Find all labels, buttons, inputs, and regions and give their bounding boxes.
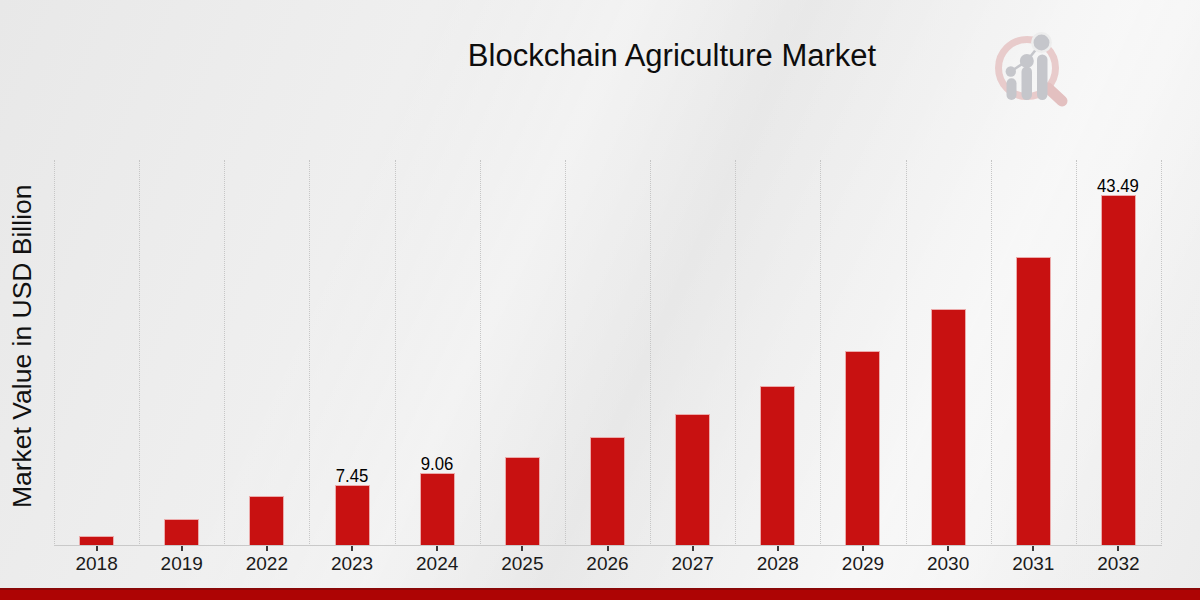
gridline (650, 160, 651, 546)
bar-2031 (1016, 257, 1051, 545)
x-tick-label-2023: 2023 (309, 553, 395, 576)
bar-2028 (760, 386, 795, 546)
gridline (309, 160, 310, 546)
gridline (54, 160, 55, 546)
x-tick (692, 546, 694, 551)
x-tick-label-2029: 2029 (820, 553, 906, 576)
gridline (139, 160, 140, 546)
x-tick (351, 546, 353, 551)
x-tick (947, 546, 949, 551)
bar-2029 (845, 351, 880, 546)
bar-2030 (931, 309, 966, 546)
chart-canvas: Blockchain Agriculture Market Market Val… (0, 0, 1200, 600)
bar-2032 (1101, 195, 1136, 545)
gridline (735, 160, 736, 546)
bar-2024 (420, 473, 455, 546)
bar-value-label-2032: 43.49 (1081, 176, 1157, 195)
x-tick (181, 546, 183, 551)
x-tick-label-2030: 2030 (905, 553, 991, 576)
x-tick (521, 546, 523, 551)
bar-2018 (79, 536, 114, 545)
plot-area: 2018201920222023 7.45 2024 9.06 202520262027… (54, 0, 1161, 600)
bar-2025 (505, 457, 540, 546)
gridline (820, 160, 821, 546)
x-tick (96, 546, 98, 551)
gridline (1161, 160, 1162, 546)
y-axis-label: Market Value in USD Billion (9, 176, 36, 516)
footer-bar (0, 588, 1200, 600)
gridline (395, 160, 396, 546)
bar-2023 (335, 485, 370, 545)
x-tick-label-2019: 2019 (139, 553, 225, 576)
x-tick (862, 546, 864, 551)
gridline (991, 160, 992, 546)
gridline (480, 160, 481, 546)
x-tick-label-2028: 2028 (735, 553, 821, 576)
x-tick (1117, 546, 1119, 551)
x-tick-label-2025: 2025 (479, 553, 565, 576)
bar-2026 (590, 437, 625, 545)
x-tick-label-2026: 2026 (565, 553, 651, 576)
gridline (1076, 160, 1077, 546)
gridline (565, 160, 566, 546)
x-tick-label-2032: 2032 (1075, 553, 1161, 576)
x-tick-label-2024: 2024 (394, 553, 480, 576)
bar-2022 (249, 496, 284, 545)
x-tick-label-2018: 2018 (54, 553, 140, 576)
bar-2027 (675, 414, 710, 545)
gridline (906, 160, 907, 546)
x-tick (777, 546, 779, 551)
bar-value-label-2023: 7.45 (314, 466, 390, 485)
gridline (224, 160, 225, 546)
x-tick-label-2027: 2027 (650, 553, 736, 576)
x-tick (607, 546, 609, 551)
x-tick-label-2031: 2031 (990, 553, 1076, 576)
x-tick (266, 546, 268, 551)
x-tick-label-2022: 2022 (224, 553, 310, 576)
bar-2019 (164, 519, 199, 546)
bar-value-label-2024: 9.06 (399, 454, 475, 473)
x-tick (1032, 546, 1034, 551)
x-tick (436, 546, 438, 551)
